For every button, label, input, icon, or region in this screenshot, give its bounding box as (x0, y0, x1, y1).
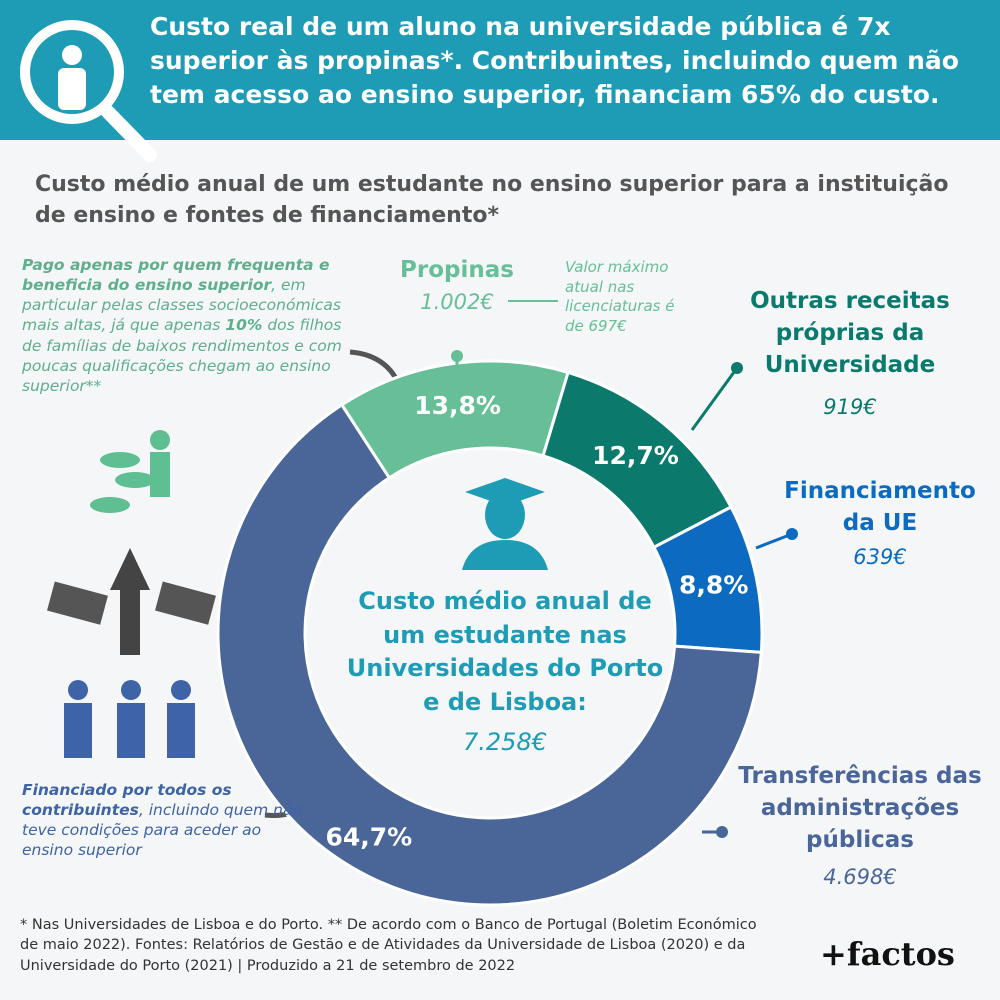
leader-line (690, 367, 739, 431)
magnifier-handle (101, 105, 157, 162)
segment-amount: 639€ (853, 545, 907, 569)
header-title: Custo real de um aluno na universidade p… (150, 12, 959, 109)
note-bold: 10% (225, 316, 263, 335)
segment-amount: 919€ (823, 395, 877, 419)
segment-name: Propinas (400, 257, 514, 283)
value-label: 8,8% (679, 570, 748, 599)
leader-dot (716, 826, 728, 838)
note-text: , incluindo quem não teve condições para… (22, 801, 302, 860)
note-left-top: Pago apenas por quem frequenta e benefic… (22, 255, 342, 396)
segment-amount: 4.698€ (823, 865, 897, 889)
note-text: dos filhos de famílias de baixos rendime… (22, 316, 342, 395)
note-left-bottom: Financiado por todos os contribuintes, i… (22, 780, 302, 861)
banknotes (155, 581, 216, 625)
center-icon (462, 478, 548, 570)
segment-amount: 1.002€ (420, 290, 494, 314)
footnote: * Nas Universidades de Lisboa e do Porto… (20, 917, 757, 974)
value-label: 12,7% (592, 441, 679, 470)
donut-segment (216, 402, 763, 907)
value-label: 13,8% (414, 391, 501, 420)
center-text: Custo médio anual de um estudante nas Un… (346, 587, 664, 716)
center-total: 7.258€ (463, 728, 547, 756)
student-icon (58, 68, 86, 110)
leader-dot (786, 528, 798, 540)
segment-name: Outras receitas próprias da Universidade (750, 288, 950, 379)
note-bold: Financiado por todos os contribuintes (22, 781, 232, 820)
propinas-note: Valor máximo atual nas licenciaturas é d… (565, 258, 675, 335)
student-icon (62, 45, 82, 65)
up-arrow (110, 548, 150, 655)
leader-dot (451, 350, 463, 362)
leader-line (755, 532, 793, 550)
subtitle: Custo médio anual de um estudante no ens… (35, 172, 949, 228)
header-band (0, 0, 1000, 140)
people-icons (64, 680, 195, 758)
banknotes (47, 581, 108, 625)
logo: +factos (820, 935, 955, 973)
note-bold: Pago apenas por quem frequenta e benefic… (22, 256, 330, 295)
value-label: 64,7% (325, 822, 412, 851)
leader-dot (731, 362, 743, 374)
note-text: , em particular pelas classes socioeconó… (22, 276, 341, 335)
segment-name: Transferências das administrações públic… (738, 763, 982, 854)
money-icons (90, 430, 170, 513)
segment-name: Financiamento da UE (784, 478, 976, 537)
